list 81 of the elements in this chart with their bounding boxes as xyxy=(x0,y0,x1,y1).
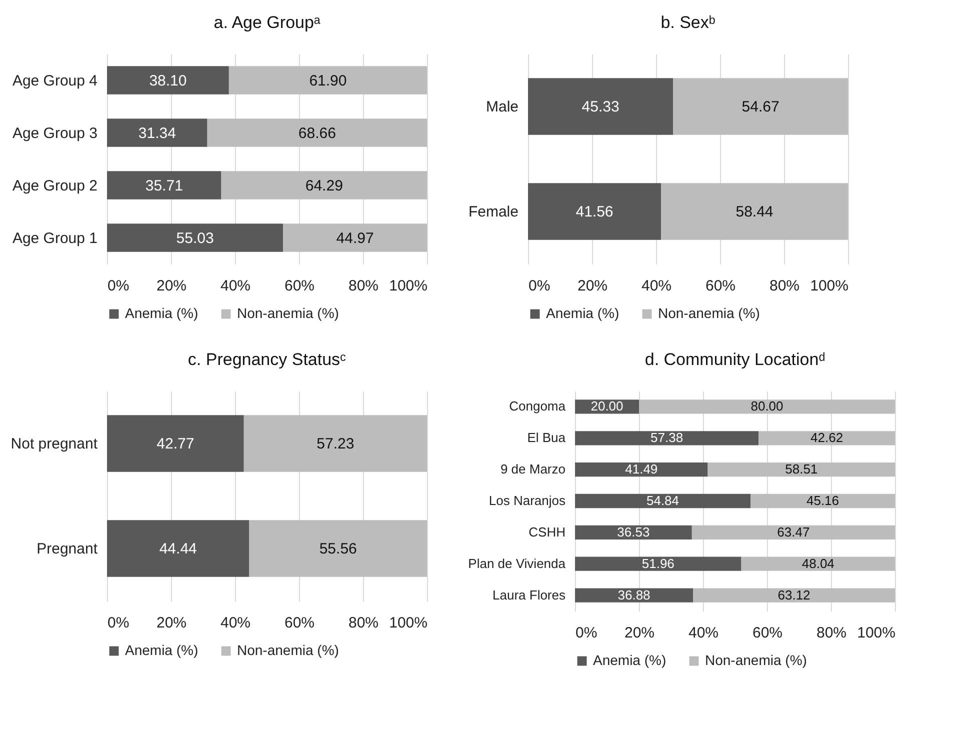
data-label: 41.56 xyxy=(576,204,614,220)
chart-title: b. Sexᵇ xyxy=(660,13,716,32)
y-tick-label: Male xyxy=(486,98,518,116)
data-label: 44.44 xyxy=(159,540,197,558)
legend-label: Anemia (%) xyxy=(125,642,198,658)
y-tick-label: Congoma xyxy=(509,398,566,414)
data-label: 63.47 xyxy=(777,524,810,540)
x-tick-label: 40% xyxy=(220,278,251,294)
x-tick-label: 100% xyxy=(389,278,428,294)
y-tick-label: Female xyxy=(468,204,518,220)
data-label: 54.67 xyxy=(742,98,780,116)
x-tick-label: 60% xyxy=(705,278,736,294)
y-tick-label: Age Group 3 xyxy=(12,124,98,142)
y-tick-label: CSHH xyxy=(528,524,566,540)
data-label: 64.29 xyxy=(305,177,343,194)
y-tick-label: Laura Flores xyxy=(492,587,566,602)
x-tick-label: 60% xyxy=(284,614,315,632)
data-label: 36.53 xyxy=(617,524,650,540)
data-label: 58.51 xyxy=(785,462,818,477)
x-tick-label: 60% xyxy=(284,278,315,294)
data-label: 57.38 xyxy=(650,430,684,446)
legend-label: Anemia (%) xyxy=(546,305,620,321)
chart-title: a. Age Groupᵃ xyxy=(214,13,321,32)
data-label: 35.71 xyxy=(145,177,183,194)
x-tick-label: 100% xyxy=(389,614,428,632)
data-label: 51.96 xyxy=(642,556,674,571)
y-tick-label: El Bua xyxy=(527,430,566,446)
data-label: 58.44 xyxy=(736,204,774,220)
y-tick-label: Plan de Vivienda xyxy=(468,556,566,571)
data-label: 36.88 xyxy=(618,587,650,602)
x-tick-label: 0% xyxy=(528,278,550,294)
data-label: 42.62 xyxy=(810,430,844,446)
y-tick-label: Not pregnant xyxy=(10,436,98,452)
x-tick-label: 100% xyxy=(857,624,896,642)
chart-title: c. Pregnancy Statusᶜ xyxy=(188,350,346,369)
data-label: 54.84 xyxy=(646,493,680,508)
chart-title: d. Community Locationᵈ xyxy=(644,350,826,369)
legend-label: Anemia (%) xyxy=(125,305,198,321)
data-label: 63.12 xyxy=(778,587,810,602)
x-tick-label: 100% xyxy=(810,278,848,294)
data-label: 44.97 xyxy=(336,230,374,247)
x-tick-label: 20% xyxy=(156,614,187,632)
x-tick-label: 80% xyxy=(348,614,379,632)
x-tick-label: 80% xyxy=(769,278,800,294)
legend-label: Non-anemia (%) xyxy=(705,652,807,668)
x-tick-label: 60% xyxy=(752,624,783,642)
x-tick-label: 0% xyxy=(108,614,130,632)
data-label: 45.16 xyxy=(806,493,840,508)
data-label: 48.04 xyxy=(802,556,834,571)
data-label: 31.34 xyxy=(138,124,176,142)
x-tick-label: 80% xyxy=(348,278,379,294)
data-label: 38.10 xyxy=(149,72,187,90)
legend-label: Non-anemia (%) xyxy=(237,642,339,658)
y-tick-label: Pregnant xyxy=(36,540,98,558)
legend-label: Anemia (%) xyxy=(593,652,666,668)
y-tick-label: Age Group 2 xyxy=(12,177,98,194)
legend-label: Non-anemia (%) xyxy=(658,305,760,321)
data-label: 20.00 xyxy=(590,398,624,414)
data-label: 61.90 xyxy=(309,72,347,90)
data-label: 68.66 xyxy=(298,124,336,142)
data-label: 55.03 xyxy=(176,230,214,247)
data-label: 41.49 xyxy=(625,462,658,477)
data-label: 55.56 xyxy=(319,540,357,558)
x-tick-label: 20% xyxy=(624,624,655,642)
y-tick-label: Los Naranjos xyxy=(488,493,566,508)
x-tick-label: 40% xyxy=(220,614,251,632)
data-label: 80.00 xyxy=(750,398,784,414)
x-tick-label: 40% xyxy=(641,278,672,294)
y-tick-label: Age Group 1 xyxy=(12,230,98,247)
x-tick-label: 40% xyxy=(688,624,719,642)
data-label: 45.33 xyxy=(582,98,620,116)
legend-label: Non-anemia (%) xyxy=(237,305,339,321)
data-label: 42.77 xyxy=(156,436,194,452)
x-tick-label: 80% xyxy=(816,624,847,642)
x-tick-label: 0% xyxy=(576,624,598,642)
data-label: 57.23 xyxy=(316,436,354,452)
x-tick-label: 0% xyxy=(108,278,130,294)
y-tick-label: Age Group 4 xyxy=(12,72,98,90)
x-tick-label: 20% xyxy=(156,278,187,294)
y-tick-label: 9 de Marzo xyxy=(500,462,566,477)
x-tick-label: 20% xyxy=(577,278,608,294)
